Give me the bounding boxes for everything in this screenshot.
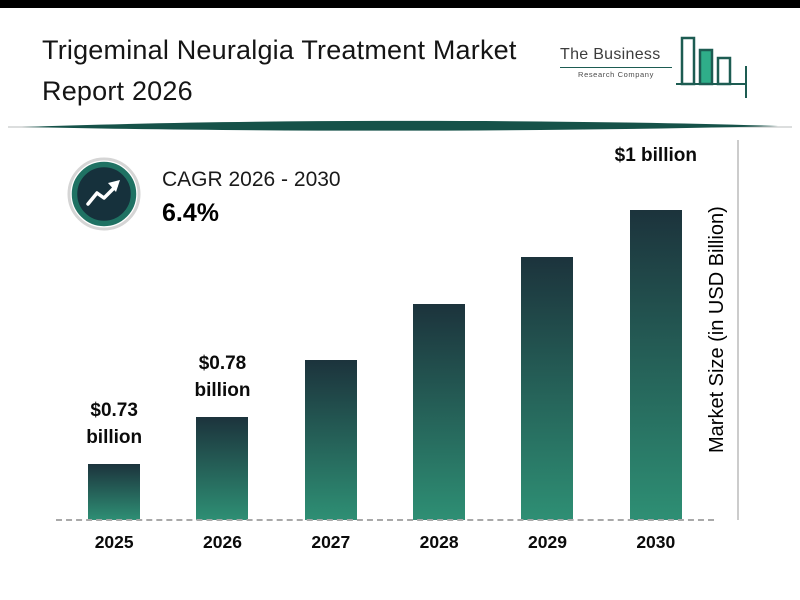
company-logo: The Business Research Company — [560, 28, 755, 106]
bar-slot-2028 — [385, 304, 493, 520]
bar-2029 — [521, 257, 574, 520]
page-title-line1: Trigeminal Neuralgia Treatment Market — [42, 35, 517, 65]
bar-slot-2026: $0.78 billion — [168, 350, 276, 520]
bar-chart: $0.73 billion $0.78 billion $1 billion — [60, 140, 710, 520]
bar-2028 — [413, 304, 466, 520]
x-axis-label-2029: 2029 — [528, 532, 567, 552]
divider-swoosh — [8, 120, 792, 131]
x-axis-label-2028: 2028 — [419, 532, 459, 552]
bar-slot-2025: $0.73 billion — [60, 397, 168, 520]
page-title-line2: Report 2026 — [42, 75, 193, 106]
bar-2026 — [196, 417, 249, 520]
bar-2027 — [304, 360, 357, 520]
logo-subname: Research Company — [578, 70, 654, 79]
logo-text: The Business Research Company — [560, 46, 672, 79]
bar-slot-2027 — [277, 360, 385, 520]
bar-value-label-2030: $1 billion — [614, 145, 697, 167]
bar-slot-2029 — [493, 257, 601, 520]
x-axis-label-2030: 2030 — [636, 532, 676, 552]
x-axis-baseline — [56, 519, 714, 521]
cagr-block: CAGR 2026 - 2030 6.4% — [162, 168, 341, 228]
bar-slot-2030: $1 billion — [602, 142, 710, 520]
cagr-value: 6.4% — [162, 199, 219, 227]
y-axis-line — [737, 140, 739, 520]
x-axis-label-2026: 2026 — [203, 532, 242, 552]
bar-value-label-2026: $0.78 billion — [194, 352, 251, 402]
logo-bars-icon — [676, 36, 747, 98]
bar-2030 — [629, 210, 682, 520]
y-axis-title: Market Size (in USD Billion) — [706, 206, 728, 454]
growth-arrow-icon — [67, 157, 141, 231]
cagr-label: CAGR 2026 - 2030 — [162, 168, 341, 191]
logo-name: The Business — [560, 46, 672, 68]
bar-2025 — [88, 464, 141, 520]
x-axis-label-2027: 2027 — [311, 532, 351, 552]
bar-value-label-2025: $0.73 billion — [86, 399, 143, 449]
page-title: Trigeminal Neuralgia Treatment Market Re… — [42, 30, 572, 111]
x-axis-label-2025: 2025 — [94, 532, 134, 552]
top-border-strip — [0, 0, 800, 8]
x-axis-labels: 2025 2026 2027 2028 2029 2030 — [60, 532, 710, 553]
